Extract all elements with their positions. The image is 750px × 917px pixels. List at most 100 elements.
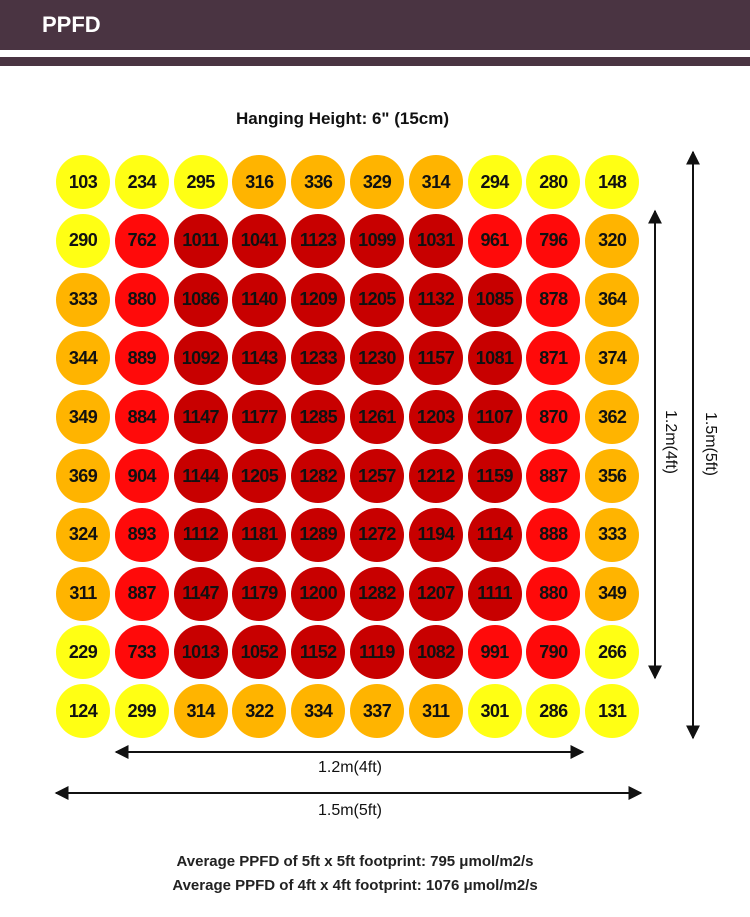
ppfd-cell: 991 [467,625,522,680]
ppfd-cell: 1144 [173,449,228,503]
ppfd-cell: 1177 [232,390,287,445]
ppfd-cell: 1194 [408,507,463,562]
ppfd-cell: 124 [56,684,110,739]
ppfd-cell: 229 [56,625,110,680]
ppfd-cell: 1179 [232,566,287,621]
ppfd-cell: 301 [467,684,522,739]
ppfd-cell: 880 [114,272,169,327]
ppfd-cell: 1147 [173,390,228,445]
ppfd-cell: 337 [350,684,404,739]
ppfd-cell: 349 [585,566,640,621]
ppfd-cell: 790 [526,625,581,680]
inner-horizontal-label: 1.2m(4ft) [317,759,382,776]
ppfd-cell: 904 [114,449,169,503]
header-underline [0,57,750,66]
ppfd-cell: 1181 [232,507,287,562]
ppfd-cell: 1143 [232,331,287,386]
ppfd-cell: 1099 [350,213,404,268]
ppfd-cell: 1013 [173,625,228,680]
ppfd-cell: 1233 [291,331,346,386]
ppfd-cell: 299 [114,684,169,739]
ppfd-cell: 887 [114,566,169,621]
ppfd-cell: 266 [585,625,640,680]
average-5ft-footprint: Average PPFD of 5ft x 5ft footprint: 795… [176,853,534,870]
ppfd-cell: 286 [526,684,581,739]
ppfd-cell: 1085 [467,272,522,327]
ppfd-cell: 1052 [232,625,287,680]
ppfd-cell: 234 [114,155,169,209]
ppfd-cell: 1082 [408,625,463,680]
ppfd-cell: 369 [56,449,110,503]
ppfd-cell: 1152 [291,625,346,680]
ppfd-cell: 1157 [408,331,463,386]
ppfd-cell: 1205 [232,449,287,503]
ppfd-cell: 870 [526,390,581,445]
ppfd-cell: 880 [526,566,581,621]
ppfd-cell: 1257 [350,449,404,503]
ppfd-cell: 311 [56,566,110,621]
ppfd-cell: 1147 [173,566,228,621]
ppfd-cell: 1119 [350,625,404,680]
ppfd-cell: 1081 [467,331,522,386]
ppfd-cell: 733 [114,625,169,680]
ppfd-cell: 290 [56,213,110,268]
ppfd-cell: 356 [585,449,640,503]
ppfd-cell: 1092 [173,331,228,386]
ppfd-cell: 1132 [408,272,463,327]
ppfd-cell: 878 [526,272,581,327]
ppfd-cell: 280 [526,155,581,209]
ppfd-cell: 1041 [232,213,287,268]
ppfd-cell: 1114 [467,507,522,562]
ppfd-cell: 1207 [408,566,463,621]
ppfd-cell: 1203 [408,390,463,445]
ppfd-cell: 333 [56,272,110,327]
ppfd-cell: 364 [585,272,640,327]
ppfd-cell: 1261 [350,390,404,445]
ppfd-cell: 334 [291,684,346,739]
ppfd-cell: 314 [408,155,463,209]
ppfd-cell: 1159 [467,449,522,503]
ppfd-cell: 1086 [173,272,228,327]
ppfd-cell: 1031 [408,213,463,268]
header-bar [0,0,750,50]
ppfd-cell: 295 [173,155,228,209]
ppfd-cell: 316 [232,155,287,209]
ppfd-cell: 889 [114,331,169,386]
ppfd-cell: 796 [526,213,581,268]
ppfd-cell: 893 [114,507,169,562]
chart-title: Hanging Height: 6" (15cm) [235,109,450,128]
ppfd-cell: 1230 [350,331,404,386]
ppfd-cell: 322 [232,684,287,739]
ppfd-cell: 888 [526,507,581,562]
ppfd-cell: 1289 [291,507,346,562]
ppfd-cell: 1282 [291,449,346,503]
average-4ft-footprint: Average PPFD of 4ft x 4ft footprint: 107… [172,877,538,894]
ppfd-cell: 1111 [467,566,522,621]
ppfd-cell: 1212 [408,449,463,503]
ppfd-cell: 148 [585,155,640,209]
ppfd-cell: 884 [114,390,169,445]
ppfd-cell: 1209 [291,272,346,327]
ppfd-cell: 344 [56,331,110,386]
ppfd-cell: 1140 [232,272,287,327]
ppfd-cell: 1011 [173,213,228,268]
ppfd-cell: 1282 [350,566,404,621]
ppfd-cell: 961 [467,213,522,268]
ppfd-cell: 1285 [291,390,346,445]
ppfd-cell: 311 [408,684,463,739]
page-title: PPFD [42,12,101,37]
ppfd-cell: 1112 [173,507,228,562]
ppfd-cell: 362 [585,390,640,445]
ppfd-cell: 349 [56,390,110,445]
ppfd-cell: 887 [526,449,581,503]
inner-vertical-label: 1.2m(4ft) [662,409,679,474]
ppfd-cell: 1107 [467,390,522,445]
ppfd-cell: 320 [585,213,640,268]
ppfd-cell: 374 [585,331,640,386]
ppfd-cell: 324 [56,507,110,562]
ppfd-cell: 329 [350,155,404,209]
ppfd-cell: 1272 [350,507,404,562]
ppfd-cell: 131 [585,684,640,739]
ppfd-cell: 336 [291,155,346,209]
